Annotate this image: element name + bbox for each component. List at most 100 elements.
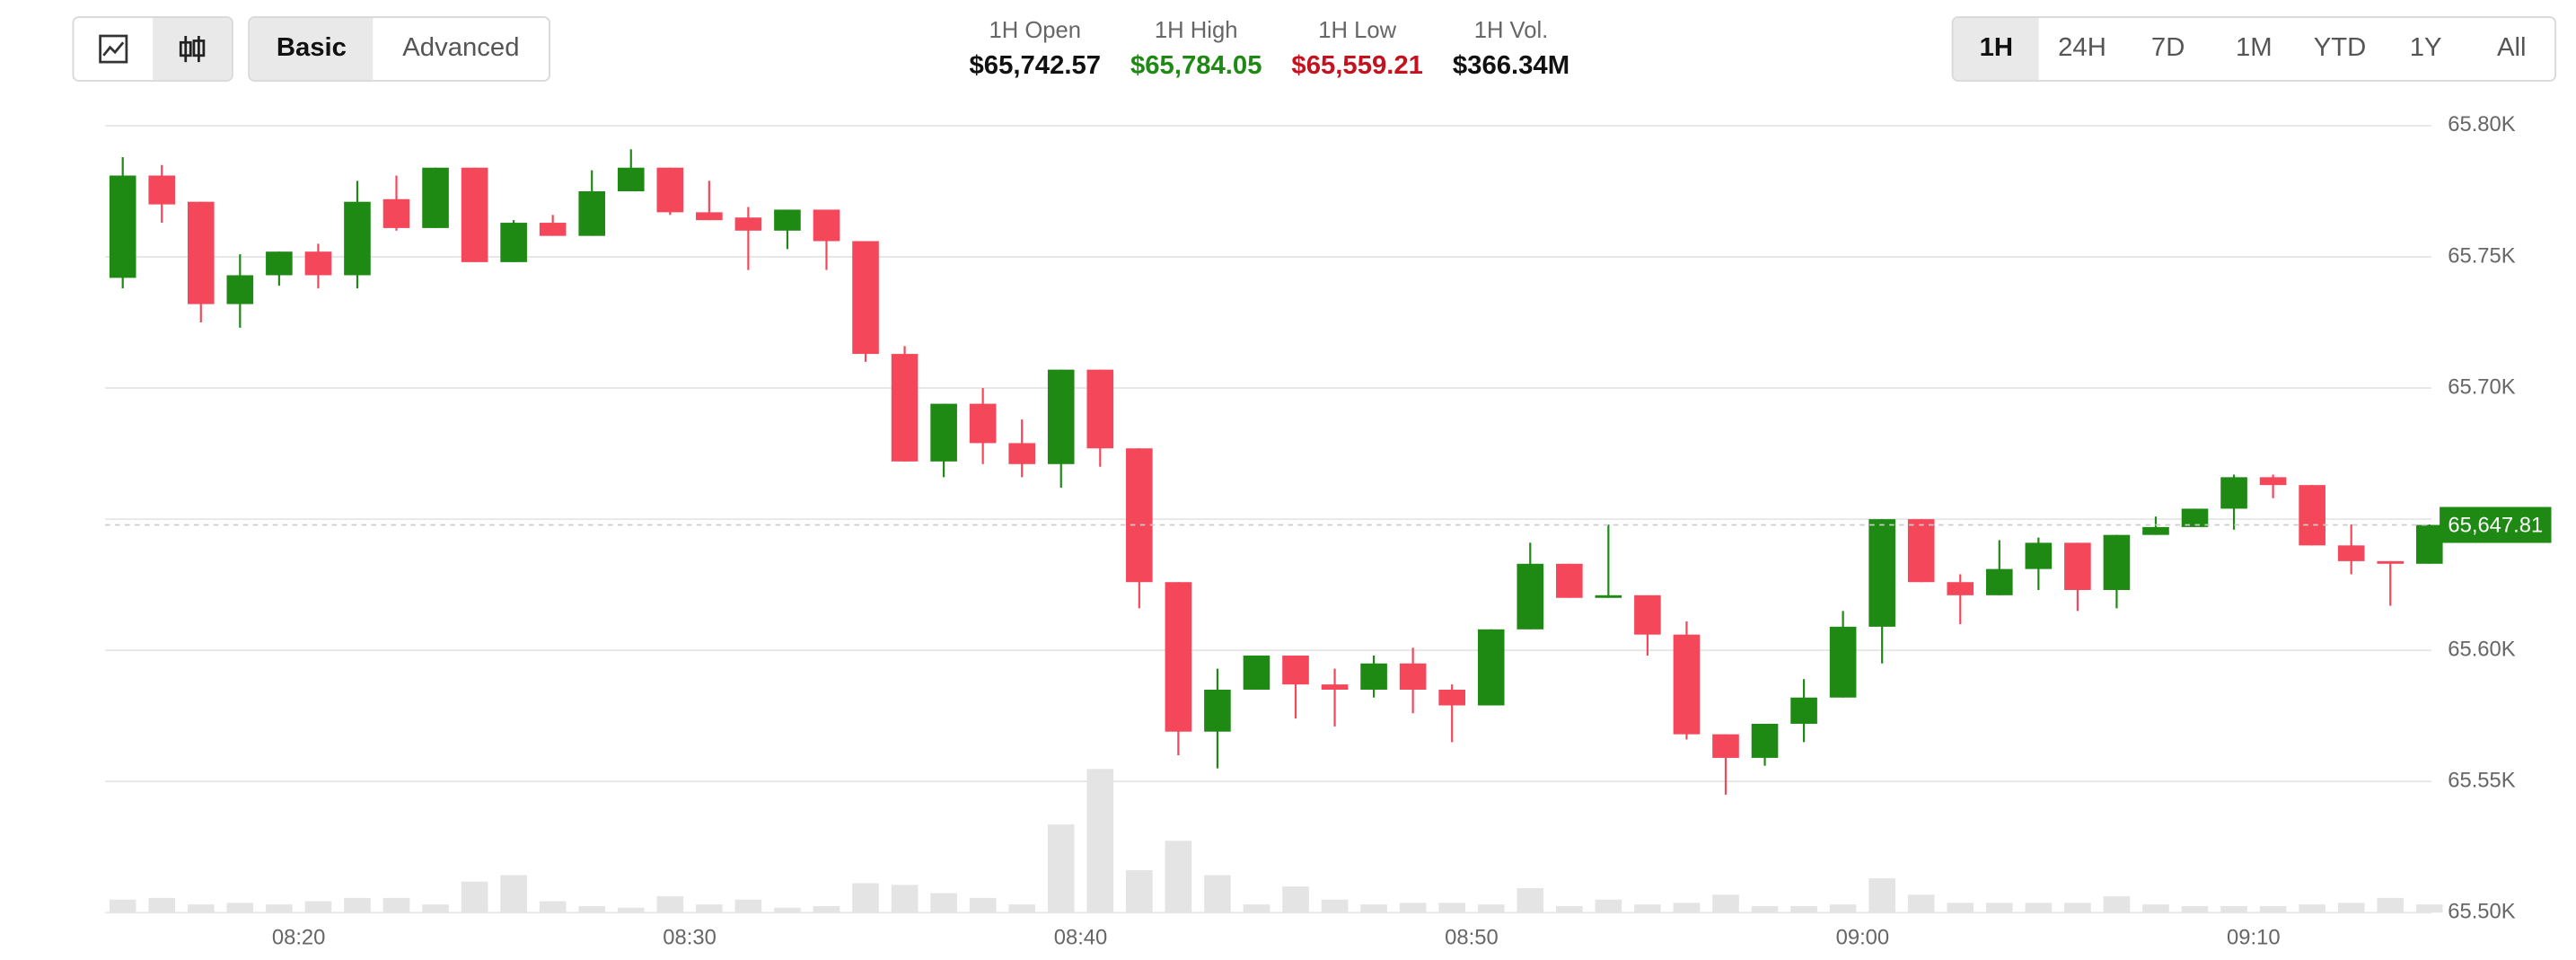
- candle-body: [1204, 689, 1231, 732]
- candle-body: [734, 217, 762, 231]
- stat-value: $65,784.05: [1130, 52, 1262, 81]
- candle-body: [266, 251, 293, 276]
- stat: 1H High $65,784.05: [1130, 16, 1262, 82]
- candle-body: [2064, 542, 2091, 590]
- candle-body: [1126, 448, 1153, 583]
- candle-body: [109, 175, 136, 278]
- candle-body: [2299, 485, 2325, 546]
- volume-bar: [1712, 894, 1739, 913]
- candle-body: [2337, 545, 2365, 561]
- candle-body: [1595, 594, 1622, 598]
- candle-body: [2415, 524, 2443, 564]
- stat: 1H Open $65,742.57: [970, 16, 1102, 82]
- volume-bar: [2377, 897, 2405, 913]
- mode-button[interactable]: Basic: [250, 17, 374, 81]
- volume-bar: [1634, 904, 1661, 913]
- stats: 1H Open $65,742.57 1H High $65,784.05 1H Low…: [970, 16, 1570, 82]
- volume-bar: [1243, 904, 1270, 913]
- y-tick-label: 65.50K: [2448, 901, 2516, 924]
- candle-body: [1360, 663, 1387, 690]
- volume-bar: [1282, 886, 1309, 913]
- range-button[interactable]: 1H: [1953, 17, 2040, 81]
- candle-body: [1165, 582, 1192, 732]
- volume-bar: [1086, 769, 1114, 913]
- stat: 1H Vol. $366.34M: [1453, 16, 1569, 82]
- line-chart-button[interactable]: [74, 18, 153, 80]
- x-tick-label: 08:20: [272, 927, 326, 950]
- volume-bar: [344, 897, 371, 913]
- volume-bar: [1126, 869, 1153, 913]
- volume-bar: [187, 904, 215, 913]
- candle-body: [1868, 519, 1895, 627]
- stat-label: 1H Open: [989, 16, 1082, 43]
- range-button[interactable]: 1Y: [2409, 34, 2442, 63]
- candle-body: [382, 198, 410, 228]
- volume-bar: [617, 907, 645, 913]
- line-icon: [99, 34, 128, 64]
- candle-body: [1517, 563, 1544, 630]
- stat-label: 1H Low: [1318, 16, 1397, 43]
- candle-body: [578, 191, 606, 236]
- volume-bar: [1165, 841, 1192, 913]
- candle-body: [2025, 542, 2053, 569]
- candle-body: [1477, 629, 1505, 706]
- volume-bar: [1595, 899, 1622, 913]
- mode-button[interactable]: Advanced: [402, 34, 520, 63]
- candle-body: [930, 403, 957, 462]
- candle-body: [1047, 369, 1075, 464]
- volume-bar: [1907, 894, 1935, 913]
- candle-body: [2377, 560, 2405, 564]
- volume-bar: [930, 893, 957, 913]
- volume-bar: [1399, 903, 1427, 913]
- y-tick-label: 65.70K: [2448, 375, 2516, 399]
- range-toggle: 1H 24H 7D 1M YTD 1Y All: [1951, 16, 2557, 82]
- volume-bar: [813, 905, 840, 913]
- chart-style-toggle: [72, 16, 233, 82]
- y-tick-label: 65.75K: [2448, 244, 2516, 268]
- candle-icon: [179, 35, 206, 63]
- volume-bar: [1008, 904, 1036, 913]
- candle-body: [1985, 568, 2013, 595]
- candle-body: [696, 212, 723, 221]
- volume-bar: [266, 904, 293, 913]
- volume-bar: [1829, 904, 1857, 913]
- range-button[interactable]: 1M: [2235, 34, 2273, 63]
- candle-chart-button[interactable]: [153, 17, 232, 81]
- range-button[interactable]: 24H: [2058, 34, 2106, 63]
- stat: 1H Low $65,559.21: [1291, 16, 1423, 82]
- candle-body: [1673, 634, 1701, 735]
- candle-body: [1399, 663, 1427, 690]
- y-tick-label: 65.60K: [2448, 638, 2516, 661]
- candle-body: [1243, 656, 1270, 690]
- candle-body: [148, 175, 176, 205]
- stat-value: $65,742.57: [969, 52, 1102, 81]
- candle-body: [1282, 656, 1309, 685]
- candle-body: [1829, 626, 1857, 698]
- candle-body: [2220, 477, 2247, 509]
- candle-body: [1556, 563, 1583, 598]
- candle-body: [656, 167, 684, 213]
- stat-value: $65,559.21: [1291, 52, 1423, 81]
- candle-body: [2259, 477, 2287, 486]
- volume-bar: [109, 899, 136, 913]
- range-button[interactable]: All: [2497, 34, 2527, 63]
- y-tick-label: 65.80K: [2448, 113, 2516, 137]
- last-price-box: [2440, 506, 2552, 543]
- stat-label: 1H Vol.: [1473, 16, 1549, 43]
- range-button[interactable]: 7D: [2150, 34, 2185, 63]
- volume-bar: [696, 904, 723, 913]
- volume-bar: [2337, 903, 2365, 913]
- candle-body: [1790, 697, 1817, 724]
- candle-body: [226, 275, 254, 304]
- x-tick-label: 08:30: [663, 927, 717, 950]
- x-tick-label: 08:50: [1445, 927, 1499, 950]
- volume-bar: [1321, 899, 1349, 913]
- volume-bar: [1790, 905, 1817, 913]
- range-button[interactable]: YTD: [2313, 34, 2367, 63]
- volume-bar: [1868, 878, 1895, 913]
- volume-bar: [656, 896, 684, 913]
- volume-bar: [1477, 904, 1505, 913]
- volume-bar: [2181, 905, 2209, 913]
